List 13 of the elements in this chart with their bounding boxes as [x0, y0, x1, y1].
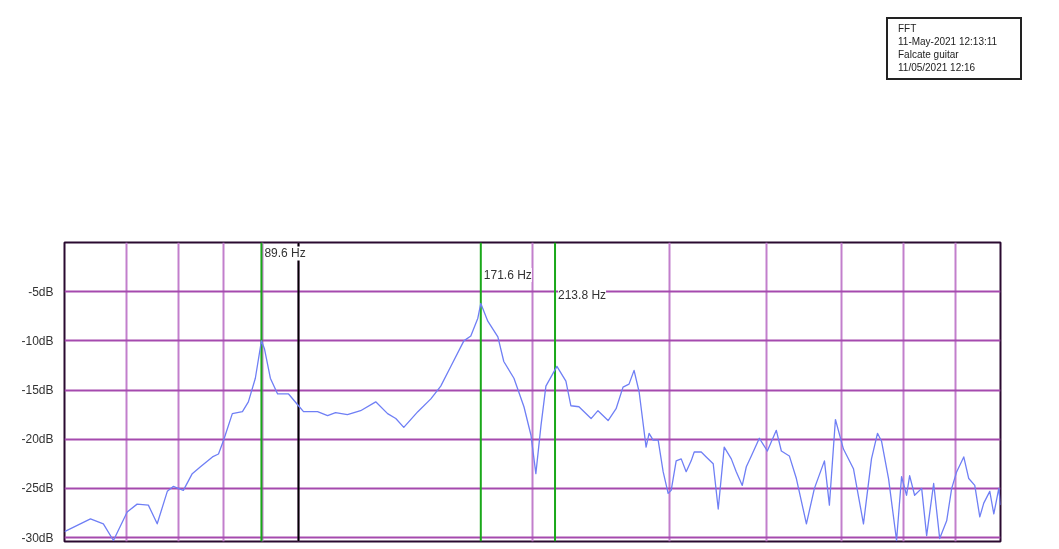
y-tick-label: -10dB: [21, 333, 54, 348]
ref-line-label: 171.6 Hz: [483, 268, 532, 283]
y-tick-label: -15dB: [21, 383, 54, 398]
y-tick-label: -20dB: [21, 432, 54, 447]
text: 11/05/2021 12:16: [898, 62, 976, 73]
ref-line-label: 213.8 Hz: [558, 287, 607, 302]
text: 11-May-2021 12:13:11: [898, 36, 998, 47]
y-tick-label: -5dB: [28, 284, 54, 299]
y-tick-label: -30dB: [21, 530, 54, 545]
y-tick-label: -25dB: [21, 481, 54, 496]
ref-line-label: 89.6 Hz: [264, 246, 306, 261]
text: Falcate guitar: [898, 49, 959, 60]
text: FFT: [898, 23, 917, 34]
